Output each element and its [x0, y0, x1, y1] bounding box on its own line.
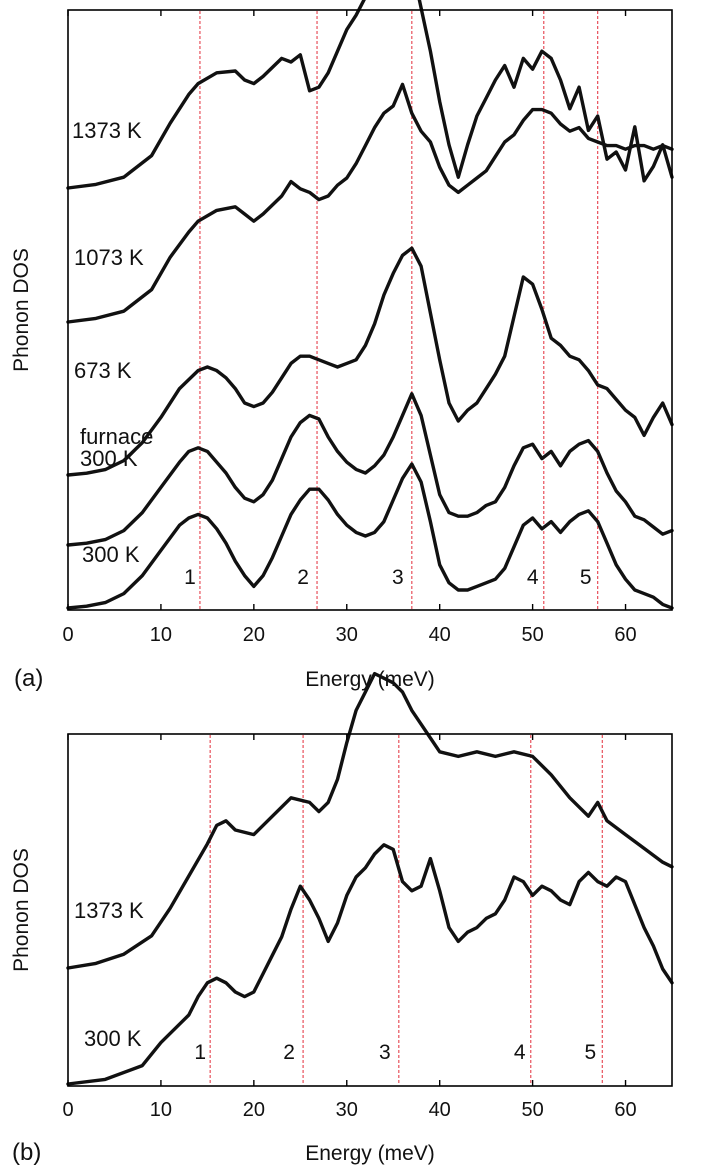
panel-a-series-label-1373-k: 1373 K — [72, 118, 142, 143]
panel-b-x-tick-label-20: 20 — [243, 1099, 265, 1121]
panel-b-x-tick-labels: 0 10 20 30 40 50 60 — [62, 1099, 636, 1121]
panel-a-x-tick-label-60: 60 — [614, 624, 636, 646]
panel-b-curves — [66, 671, 674, 1086]
panel-b: 0 10 20 30 40 50 60 1 2 3 4 5 1373 K 300 K Energy (… — [10, 671, 674, 1166]
panel-a-x-tick-label-0: 0 — [62, 624, 73, 646]
panel-b-peak-label-4: 4 — [514, 1041, 526, 1064]
panel-a-series-labels: 1373 K 1073 K 673 K furnace 300 K 300 K — [72, 118, 153, 567]
panel-a-peak-labels: 1 2 3 4 5 — [184, 566, 591, 589]
panel-a-x-tick-label-10: 10 — [150, 624, 172, 646]
panel-b-x-axis-label: Energy (meV) — [305, 1142, 435, 1165]
panel-a-x-tick-labels: 0 10 20 30 40 50 60 — [62, 624, 636, 646]
panel-a-curves — [66, 0, 674, 610]
panel-b-y-axis-label: Phonon DOS — [10, 848, 33, 972]
panel-b-peak-lines — [209, 735, 603, 1085]
panel-a-x-tick-label-40: 40 — [429, 624, 451, 646]
panel-b-axes-frame — [67, 733, 673, 1087]
panel-b-x-tick-label-50: 50 — [521, 1099, 543, 1121]
panel-a-peak-label-5: 5 — [580, 566, 592, 589]
panel-b-series-1373-k — [66, 671, 674, 970]
panel-b-x-tick-label-0: 0 — [62, 1099, 73, 1121]
panel-a-x-tick-label-20: 20 — [243, 624, 265, 646]
panel-b-peak-label-3: 3 — [379, 1041, 391, 1064]
panel-a-series-label-673-k: 673 K — [74, 358, 132, 383]
panel-a-series-label-1073-k: 1073 K — [74, 245, 144, 270]
panel-b-series-label-1373-k: 1373 K — [74, 898, 144, 923]
panel-b-peak-labels: 1 2 3 4 5 — [194, 1041, 596, 1064]
panel-a-peak-label-3: 3 — [392, 566, 404, 589]
panel-b-x-tick-label-40: 40 — [429, 1099, 451, 1121]
panel-b-x-tick-label-10: 10 — [150, 1099, 172, 1121]
panel-a-x-tick-label-30: 30 — [336, 624, 358, 646]
panel-a-y-axis-label: Phonon DOS — [10, 248, 33, 372]
panel-a-series-label-furnace-300-k: furnace 300 K — [80, 424, 153, 471]
panel-b-series-label-300-k: 300 K — [84, 1026, 142, 1051]
panel-a-peak-label-1: 1 — [184, 566, 196, 589]
panel-a-series-673-k — [66, 246, 674, 477]
panel-a-peak-label-2: 2 — [297, 566, 309, 589]
panel-a: 0 10 20 30 40 50 60 1 2 3 4 5 1373 K 1073 K 673 K fur… — [10, 0, 674, 692]
panel-a-peak-label-4: 4 — [527, 566, 539, 589]
panel-a-series-furnace-300-k — [66, 392, 674, 547]
panel-a-series-label-300-k: 300 K — [82, 542, 140, 567]
panel-a-series-300-k — [66, 462, 674, 610]
panel-b-x-tick-label-60: 60 — [614, 1099, 636, 1121]
panel-b-peak-label-5: 5 — [584, 1041, 596, 1064]
panel-b-peak-label-1: 1 — [194, 1041, 206, 1064]
panel-b-x-tick-label-30: 30 — [336, 1099, 358, 1121]
panel-a-series-1073-k — [66, 82, 674, 324]
panel-a-axes-frame — [67, 9, 673, 611]
panel-b-series-300-k — [66, 843, 674, 1086]
panel-a-x-ticks — [67, 10, 627, 610]
panel-a-series-1373-k — [66, 0, 674, 190]
panel-b-series-labels: 1373 K 300 K — [74, 898, 144, 1051]
panel-b-x-ticks — [67, 734, 627, 1086]
panel-b-letter: (b) — [12, 1139, 41, 1166]
panel-b-peak-label-2: 2 — [283, 1041, 295, 1064]
panel-a-letter: (a) — [14, 665, 43, 692]
panel-a-peak-lines — [199, 11, 599, 609]
panel-a-x-tick-label-50: 50 — [521, 624, 543, 646]
